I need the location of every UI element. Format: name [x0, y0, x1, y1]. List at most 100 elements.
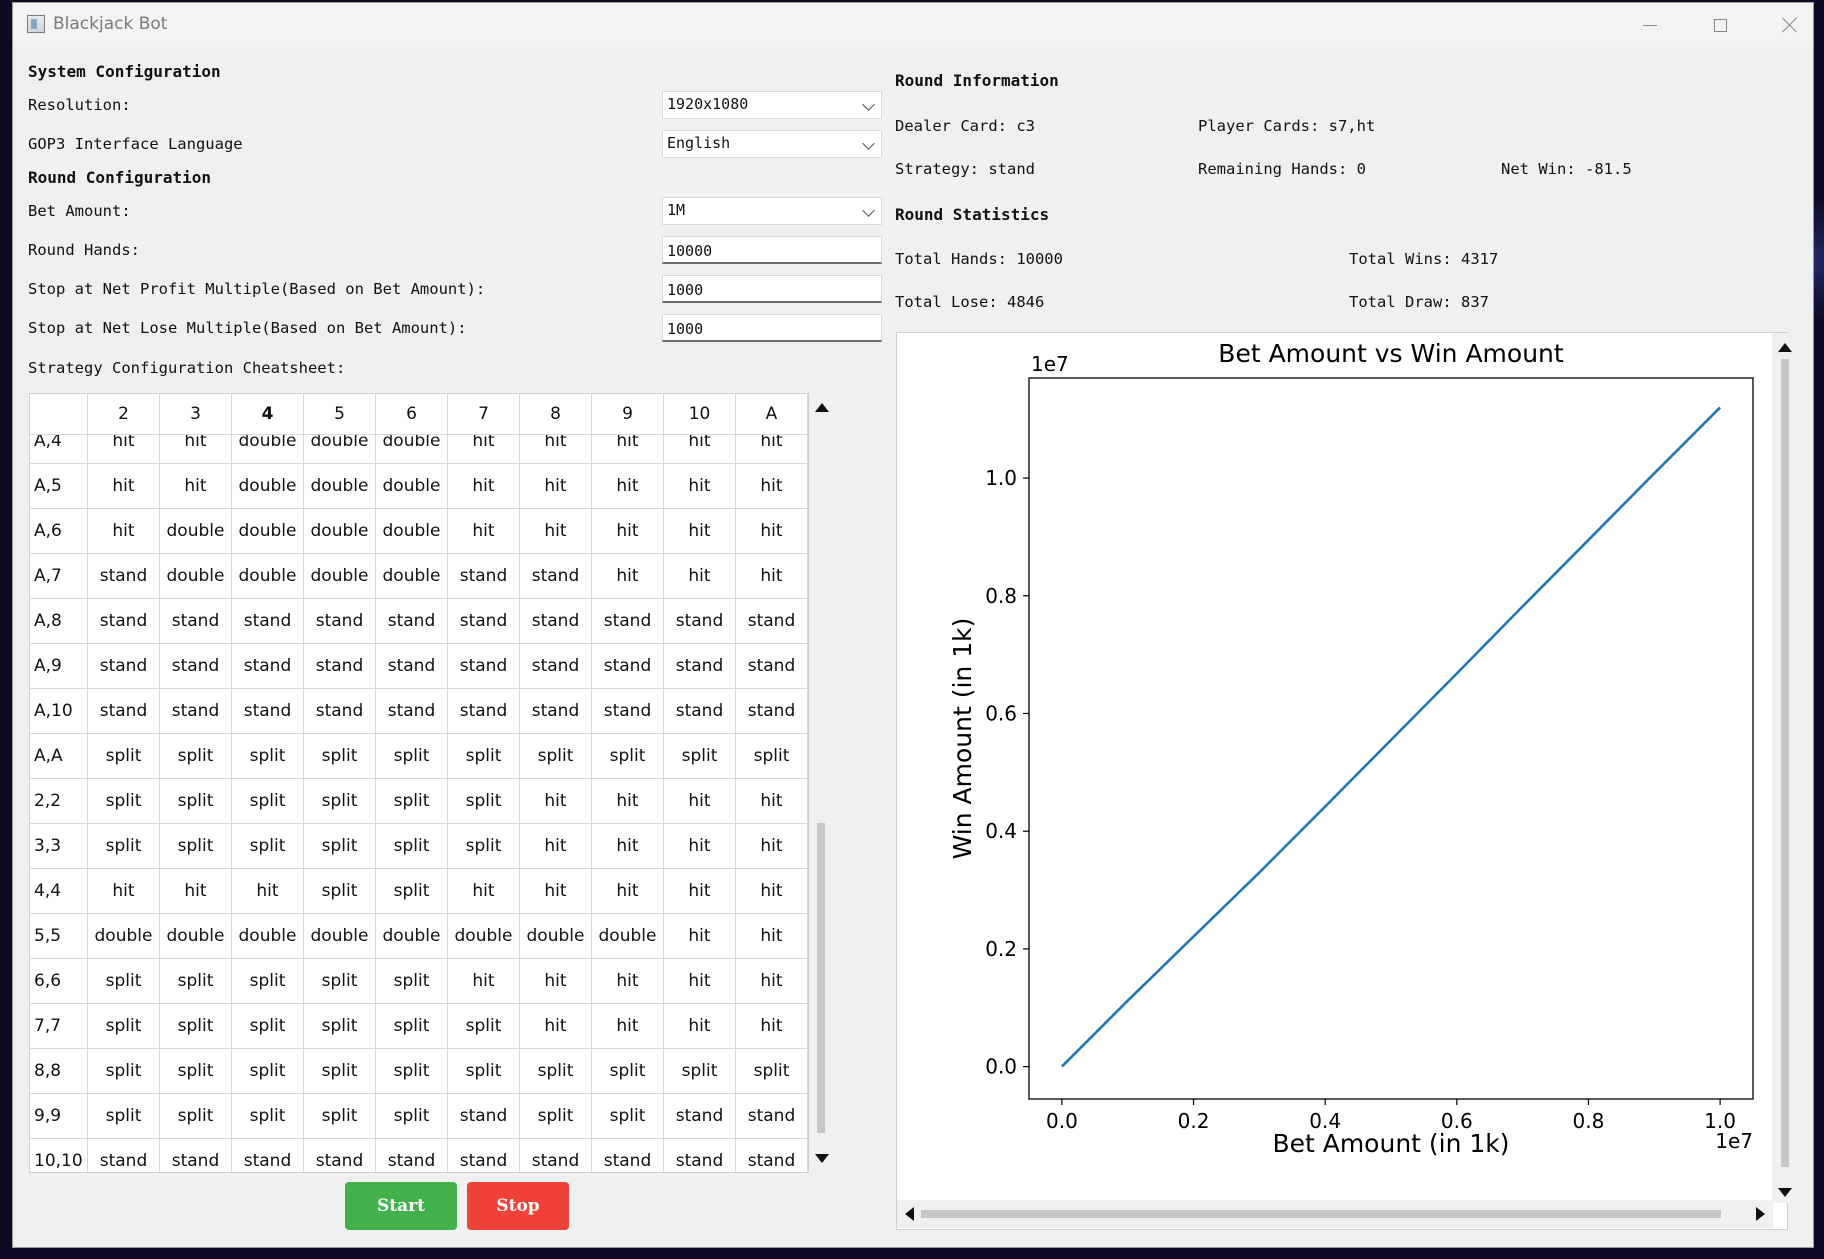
table-cell[interactable]: double	[160, 554, 232, 599]
table-cell[interactable]: hit	[592, 509, 664, 554]
table-cell[interactable]: hit	[736, 509, 808, 554]
table-cell[interactable]: hit	[592, 824, 664, 869]
table-cell[interactable]: split	[232, 824, 304, 869]
row-header[interactable]: A,10	[30, 689, 88, 734]
table-cell[interactable]: double	[88, 914, 160, 959]
table-cell[interactable]: hit	[88, 464, 160, 509]
table-cell[interactable]: double	[232, 509, 304, 554]
table-cell[interactable]: stand	[520, 644, 592, 689]
scroll-up-icon[interactable]	[1778, 343, 1792, 352]
table-cell[interactable]: stand	[448, 689, 520, 734]
table-cell[interactable]: split	[448, 779, 520, 824]
table-cell[interactable]: stand	[232, 644, 304, 689]
table-cell[interactable]: hit	[736, 914, 808, 959]
table-cell[interactable]: hit	[160, 464, 232, 509]
table-cell[interactable]: split	[520, 1094, 592, 1139]
table-cell[interactable]: stand	[88, 644, 160, 689]
table-cell[interactable]: stand	[520, 554, 592, 599]
scroll-down-icon[interactable]	[815, 1154, 829, 1163]
table-cell[interactable]: hit	[520, 509, 592, 554]
column-header[interactable]: 2	[88, 394, 160, 434]
table-cell[interactable]: split	[592, 1049, 664, 1094]
chart-horizontal-scrollbar[interactable]	[897, 1200, 1773, 1228]
table-cell[interactable]: hit	[664, 464, 736, 509]
table-cell[interactable]: double	[448, 914, 520, 959]
title-bar[interactable]: Blackjack Bot	[13, 3, 1813, 47]
table-cell[interactable]: split	[160, 734, 232, 779]
strategy-table[interactable]: A,4 hit hit double double double hit hit hit hit h…	[29, 393, 809, 1173]
table-cell[interactable]: split	[88, 779, 160, 824]
table-cell[interactable]: stand	[232, 1139, 304, 1172]
minimize-button[interactable]	[1615, 3, 1685, 47]
stop-button[interactable]: Stop	[467, 1182, 569, 1230]
scroll-left-icon[interactable]	[905, 1207, 914, 1221]
table-cell[interactable]: double	[304, 509, 376, 554]
table-cell[interactable]: hit	[88, 869, 160, 914]
table-cell[interactable]: double	[520, 914, 592, 959]
table-cell[interactable]: hit	[664, 959, 736, 1004]
table-cell[interactable]: double	[376, 419, 448, 464]
table-cell[interactable]: hit	[448, 509, 520, 554]
table-cell[interactable]: double	[592, 914, 664, 959]
table-cell[interactable]: split	[592, 734, 664, 779]
scroll-thumb[interactable]	[921, 1210, 1721, 1218]
table-cell[interactable]: split	[232, 1049, 304, 1094]
table-cell[interactable]: hit	[736, 419, 808, 464]
table-cell[interactable]: split	[376, 1094, 448, 1139]
row-header[interactable]: 5,5	[30, 914, 88, 959]
table-cell[interactable]: hit	[520, 869, 592, 914]
table-cell[interactable]: split	[448, 1049, 520, 1094]
row-header[interactable]: A,5	[30, 464, 88, 509]
table-cell[interactable]: stand	[520, 689, 592, 734]
row-header[interactable]: 3,3	[30, 824, 88, 869]
table-cell[interactable]: stand	[160, 644, 232, 689]
table-cell[interactable]: double	[232, 914, 304, 959]
table-cell[interactable]: hit	[664, 824, 736, 869]
table-cell[interactable]: double	[304, 419, 376, 464]
table-cell[interactable]: stand	[448, 1094, 520, 1139]
table-cell[interactable]: stand	[592, 1139, 664, 1172]
table-cell[interactable]: split	[88, 1049, 160, 1094]
table-cell[interactable]: stand	[160, 1139, 232, 1172]
table-cell[interactable]: split	[304, 779, 376, 824]
language-select[interactable]: English	[662, 130, 882, 158]
table-cell[interactable]: split	[160, 779, 232, 824]
table-cell[interactable]: stand	[448, 554, 520, 599]
table-cell[interactable]: split	[160, 1004, 232, 1049]
table-cell[interactable]: split	[304, 824, 376, 869]
table-cell[interactable]: split	[160, 959, 232, 1004]
table-cell[interactable]: split	[304, 869, 376, 914]
table-cell[interactable]: split	[520, 734, 592, 779]
table-cell[interactable]: stand	[376, 1139, 448, 1172]
table-cell[interactable]: hit	[592, 1004, 664, 1049]
table-cell[interactable]: stand	[160, 599, 232, 644]
table-cell[interactable]: hit	[664, 509, 736, 554]
table-cell[interactable]: split	[304, 734, 376, 779]
table-cell[interactable]: stand	[304, 644, 376, 689]
table-cell[interactable]: hit	[664, 914, 736, 959]
table-cell[interactable]: double	[304, 914, 376, 959]
table-cell[interactable]: hit	[736, 464, 808, 509]
table-cell[interactable]: hit	[592, 554, 664, 599]
column-header[interactable]: 10	[664, 394, 736, 434]
table-cell[interactable]: hit	[160, 419, 232, 464]
table-cell[interactable]: hit	[520, 824, 592, 869]
table-cell[interactable]: hit	[736, 869, 808, 914]
table-cell[interactable]: hit	[592, 869, 664, 914]
table-cell[interactable]: split	[376, 1004, 448, 1049]
table-cell[interactable]: hit	[592, 959, 664, 1004]
table-cell[interactable]: stand	[448, 1139, 520, 1172]
row-header[interactable]: 2,2	[30, 779, 88, 824]
table-cell[interactable]: double	[376, 464, 448, 509]
table-cell[interactable]: split	[376, 869, 448, 914]
table-cell[interactable]: split	[232, 1094, 304, 1139]
table-cell[interactable]: split	[664, 734, 736, 779]
close-button[interactable]	[1755, 3, 1813, 47]
column-header[interactable]: 4	[232, 394, 304, 434]
maximize-button[interactable]	[1685, 3, 1755, 47]
table-cell[interactable]: split	[592, 1094, 664, 1139]
column-header[interactable]: 7	[448, 394, 520, 434]
table-cell[interactable]: split	[376, 779, 448, 824]
row-header[interactable]: A,9	[30, 644, 88, 689]
table-cell[interactable]: double	[232, 554, 304, 599]
